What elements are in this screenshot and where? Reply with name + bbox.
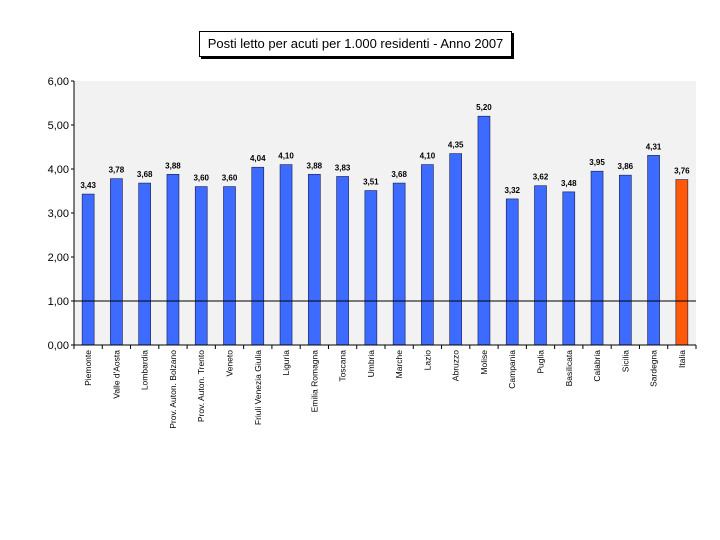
bar <box>223 186 236 346</box>
value-label: 3,60 <box>193 174 209 183</box>
y-tick-label: 1,00 <box>48 296 69 308</box>
value-label: 3,48 <box>561 179 577 188</box>
value-label: 3,32 <box>504 186 520 195</box>
value-label: 3,78 <box>109 166 125 175</box>
value-label: 4,35 <box>448 141 464 150</box>
category-label: Piemonte <box>83 350 93 386</box>
bar <box>336 176 349 346</box>
value-label: 3,86 <box>618 162 634 171</box>
category-label: Valle d'Aosta <box>111 350 121 399</box>
category-label: Basilicata <box>564 350 574 387</box>
category-labels: Piemonte Valle d'Aosta Lombardia Prov. Auto… <box>83 350 687 429</box>
chart-title: Posti letto per acuti per 1.000 resident… <box>199 31 512 57</box>
value-label: 3,76 <box>674 167 690 176</box>
bar <box>590 170 604 346</box>
axes <box>71 80 697 349</box>
category-label: Molise <box>479 350 489 375</box>
value-label: 3,88 <box>307 161 323 170</box>
bar <box>110 178 123 346</box>
value-label: 4,10 <box>420 152 436 161</box>
bar <box>675 179 689 346</box>
value-label: 4,04 <box>250 154 266 163</box>
value-label: 3,95 <box>589 158 605 167</box>
y-tick-label: 2,00 <box>48 252 69 264</box>
category-label: Friuli Venezia Giulia <box>253 350 263 425</box>
y-tick-label: 4,00 <box>48 164 69 176</box>
category-label: Prov. Auton. Bolzano <box>168 350 178 429</box>
value-label: 3,68 <box>137 170 153 179</box>
category-label: Liguria <box>281 350 291 376</box>
bar <box>477 115 491 346</box>
bar <box>279 164 293 346</box>
value-label: 3,68 <box>391 170 407 179</box>
value-label: 4,31 <box>646 142 662 151</box>
category-label: Marche <box>394 350 404 379</box>
category-label: Toscana <box>338 350 348 382</box>
value-label: 3,62 <box>533 173 549 182</box>
category-label: Italia <box>677 350 687 368</box>
category-label: Umbria <box>366 350 376 378</box>
y-tick-label: 5,00 <box>48 120 69 132</box>
category-label: Sardegna <box>649 350 659 387</box>
value-label: 5,20 <box>476 103 492 112</box>
bar <box>194 186 208 346</box>
bar <box>81 193 95 346</box>
value-label: 3,88 <box>165 161 181 170</box>
category-label: Prov. Auton. Trento <box>196 350 206 422</box>
category-label: Calabria <box>592 350 602 382</box>
bar <box>138 182 151 346</box>
bar <box>505 198 519 346</box>
value-label: 4,10 <box>278 152 294 161</box>
category-label: Veneto <box>225 350 235 377</box>
bar <box>166 173 180 346</box>
value-label: 3,83 <box>335 163 351 172</box>
category-label: Sicilia <box>620 350 630 372</box>
bar <box>562 191 576 346</box>
category-label: Lazio <box>422 350 432 371</box>
bar <box>364 190 378 346</box>
category-label: Puglia <box>536 350 546 374</box>
y-tick-label: 3,00 <box>48 208 69 220</box>
bar <box>534 185 547 346</box>
y-tick-label: 6,00 <box>48 76 69 88</box>
category-label: Lombardia <box>140 350 150 390</box>
bars <box>81 115 689 346</box>
value-label: 3,43 <box>80 181 96 190</box>
bar <box>392 182 406 346</box>
category-label: Abruzzo <box>451 350 461 381</box>
value-labels: 3,43 3,78 3,68 3,88 3,60 3,60 4,04 4,10 3,88 3,83… <box>80 103 690 195</box>
y-axis-labels: 0,00 1,00 2,00 3,00 4,00 5,00 6,00 <box>48 76 69 352</box>
bar <box>619 174 632 346</box>
category-label: Emilia Romagna <box>309 350 319 413</box>
bar <box>421 164 434 346</box>
bar <box>647 155 660 346</box>
y-tick-label: 0,00 <box>48 340 69 352</box>
value-label: 3,60 <box>222 174 238 183</box>
value-label: 3,51 <box>363 178 379 187</box>
bar <box>449 153 462 346</box>
bar <box>251 166 265 346</box>
bar <box>308 173 321 346</box>
category-label: Campania <box>507 350 517 389</box>
